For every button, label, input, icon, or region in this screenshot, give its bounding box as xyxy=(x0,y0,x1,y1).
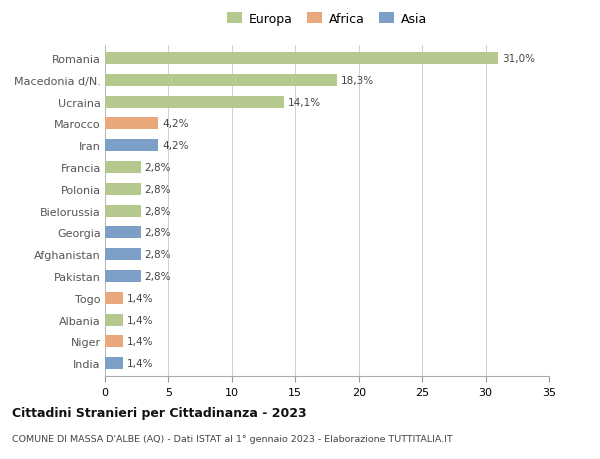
Bar xyxy=(105,53,498,65)
Bar xyxy=(105,75,337,87)
Text: 1,4%: 1,4% xyxy=(127,336,153,347)
Bar xyxy=(105,270,140,282)
Text: 2,8%: 2,8% xyxy=(145,185,171,195)
Text: 31,0%: 31,0% xyxy=(502,54,535,64)
Text: 4,2%: 4,2% xyxy=(162,141,188,151)
Text: 4,2%: 4,2% xyxy=(162,119,188,129)
Bar xyxy=(105,205,140,217)
Bar xyxy=(105,96,284,108)
Bar xyxy=(105,140,158,152)
Text: Cittadini Stranieri per Cittadinanza - 2023: Cittadini Stranieri per Cittadinanza - 2… xyxy=(12,406,307,419)
Text: 2,8%: 2,8% xyxy=(145,250,171,260)
Text: 14,1%: 14,1% xyxy=(287,97,321,107)
Legend: Europa, Africa, Asia: Europa, Africa, Asia xyxy=(227,12,427,25)
Text: COMUNE DI MASSA D'ALBE (AQ) - Dati ISTAT al 1° gennaio 2023 - Elaborazione TUTTI: COMUNE DI MASSA D'ALBE (AQ) - Dati ISTAT… xyxy=(12,434,453,443)
Text: 2,8%: 2,8% xyxy=(145,228,171,238)
Text: 2,8%: 2,8% xyxy=(145,271,171,281)
Bar xyxy=(105,249,140,261)
Text: 1,4%: 1,4% xyxy=(127,358,153,368)
Text: 2,8%: 2,8% xyxy=(145,162,171,173)
Bar xyxy=(105,118,158,130)
Bar xyxy=(105,358,123,369)
Bar xyxy=(105,292,123,304)
Text: 2,8%: 2,8% xyxy=(145,206,171,216)
Bar xyxy=(105,314,123,326)
Text: 1,4%: 1,4% xyxy=(127,293,153,303)
Bar xyxy=(105,162,140,174)
Bar xyxy=(105,336,123,347)
Text: 18,3%: 18,3% xyxy=(341,76,374,86)
Bar xyxy=(105,227,140,239)
Text: 1,4%: 1,4% xyxy=(127,315,153,325)
Bar xyxy=(105,184,140,196)
